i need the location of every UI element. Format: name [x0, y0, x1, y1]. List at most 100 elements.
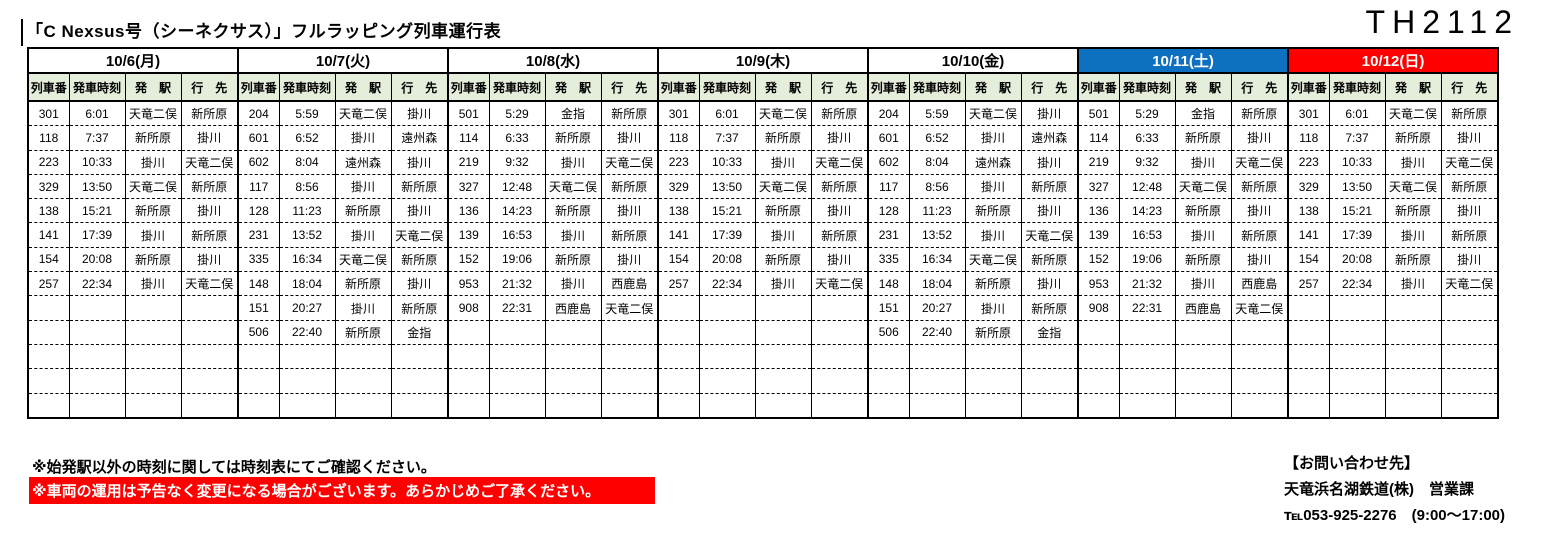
train-no-cell: 219	[1077, 149, 1120, 175]
destination-cell	[1440, 368, 1499, 394]
destination-cell	[1230, 343, 1289, 370]
date-header-10-10: 10/10(金)	[866, 48, 1079, 74]
destination-cell	[180, 368, 239, 394]
depart-time-cell: 16:34	[908, 246, 966, 273]
from-station-cell: 天竜二俣	[334, 100, 392, 127]
destination-cell: 掛川	[600, 198, 659, 224]
from-station-cell	[964, 392, 1022, 419]
destination-cell: 新所原	[600, 173, 659, 200]
depart-time-cell: 10:33	[1328, 149, 1386, 175]
destination-cell	[1440, 343, 1499, 370]
train-no-cell: 301	[1287, 100, 1330, 127]
destination-cell: 新所原	[390, 295, 449, 321]
train-no-cell: 257	[27, 271, 70, 297]
train-no-cell: 327	[1077, 173, 1120, 200]
depart-time-cell: 17:39	[1328, 222, 1386, 248]
destination-cell	[600, 319, 659, 345]
train-no-cell: 141	[27, 222, 70, 248]
destination-cell	[810, 319, 869, 345]
column-header: 行 先	[390, 73, 449, 102]
train-no-cell: 138	[657, 198, 700, 224]
destination-cell	[1440, 319, 1499, 345]
destination-cell: 掛川	[810, 246, 869, 273]
from-station-cell	[964, 368, 1022, 394]
destination-cell: 新所原	[390, 173, 449, 200]
destination-cell: 掛川	[600, 246, 659, 273]
train-no-cell: 231	[237, 222, 280, 248]
depart-time-cell: 15:21	[698, 198, 756, 224]
train-no-cell: 953	[447, 271, 490, 297]
train-no-cell: 118	[1287, 125, 1330, 151]
train-no-cell	[1287, 343, 1330, 370]
train-no-cell	[1077, 368, 1120, 394]
from-station-cell: 新所原	[964, 319, 1022, 345]
from-station-cell: 掛川	[124, 149, 182, 175]
depart-time-cell: 19:06	[488, 246, 546, 273]
from-station-cell: 掛川	[964, 295, 1022, 321]
train-no-cell: 154	[27, 246, 70, 273]
depart-time-cell: 21:32	[1118, 271, 1176, 297]
depart-time-cell: 16:34	[278, 246, 336, 273]
depart-time-cell: 12:48	[488, 173, 546, 200]
train-no-cell: 117	[237, 173, 280, 200]
from-station-cell: 天竜二俣	[124, 173, 182, 200]
from-station-cell: 掛川	[1384, 222, 1442, 248]
destination-cell	[1020, 392, 1079, 419]
destination-cell	[390, 392, 449, 419]
destination-cell: 掛川	[1230, 246, 1289, 273]
train-no-cell: 151	[867, 295, 910, 321]
destination-cell: 天竜二俣	[180, 149, 239, 175]
from-station-cell: 天竜二俣	[334, 246, 392, 273]
table-row: 138 15:21 新所原 掛川 128 11:23 新所原 掛川 136 14:23 新所原 掛川 1…	[27, 198, 1499, 224]
column-header: 発車時刻	[68, 73, 126, 102]
depart-time-cell: 11:23	[908, 198, 966, 224]
from-station-cell: 天竜二俣	[754, 173, 812, 200]
column-header: 発車時刻	[488, 73, 546, 102]
from-station-cell	[1384, 368, 1442, 394]
train-no-cell: 329	[1287, 173, 1330, 200]
train-no-cell: 128	[237, 198, 280, 224]
depart-time-cell	[1328, 368, 1386, 394]
column-header: 発 駅	[334, 73, 392, 102]
depart-time-cell	[698, 319, 756, 345]
document-code: TH2112	[1365, 4, 1519, 40]
depart-time-cell	[68, 392, 126, 419]
depart-time-cell: 8:56	[908, 173, 966, 200]
depart-time-cell	[278, 368, 336, 394]
destination-cell	[1440, 295, 1499, 321]
destination-cell: 金指	[390, 319, 449, 345]
depart-time-cell	[278, 392, 336, 419]
from-station-cell: 金指	[544, 100, 602, 127]
destination-cell: 新所原	[180, 222, 239, 248]
from-station-cell	[1384, 295, 1442, 321]
train-no-cell: 136	[447, 198, 490, 224]
depart-time-cell: 12:48	[1118, 173, 1176, 200]
depart-time-cell	[908, 343, 966, 370]
from-station-cell: 天竜二俣	[754, 100, 812, 127]
depart-time-cell	[1328, 392, 1386, 419]
depart-time-cell: 15:21	[1328, 198, 1386, 224]
contact-company: 天竜浜名湖鉄道(株) 営業課	[1284, 481, 1474, 498]
from-station-cell: 新所原	[334, 271, 392, 297]
depart-time-cell: 13:52	[278, 222, 336, 248]
destination-cell: 新所原	[180, 173, 239, 200]
depart-time-cell: 22:31	[1118, 295, 1176, 321]
destination-cell: 掛川	[810, 125, 869, 151]
from-station-cell: 掛川	[334, 222, 392, 248]
from-station-cell: 掛川	[334, 173, 392, 200]
from-station-cell: 新所原	[334, 319, 392, 345]
destination-cell	[810, 368, 869, 394]
depart-time-cell: 5:29	[1118, 100, 1176, 127]
destination-cell: 天竜二俣	[1440, 271, 1499, 297]
from-station-cell	[334, 392, 392, 419]
destination-cell: 遠州森	[1020, 125, 1079, 151]
train-no-cell	[27, 343, 70, 370]
table-row: 154 20:08 新所原 掛川 335 16:34 天竜二俣 新所原 152 19:06 新所原掛…	[27, 246, 1499, 273]
column-header: 発 駅	[544, 73, 602, 102]
train-no-cell: 908	[447, 295, 490, 321]
depart-time-cell	[488, 368, 546, 394]
train-no-cell	[1287, 392, 1330, 419]
from-station-cell	[754, 319, 812, 345]
from-station-cell: 掛川	[754, 149, 812, 175]
train-no-cell: 136	[1077, 198, 1120, 224]
